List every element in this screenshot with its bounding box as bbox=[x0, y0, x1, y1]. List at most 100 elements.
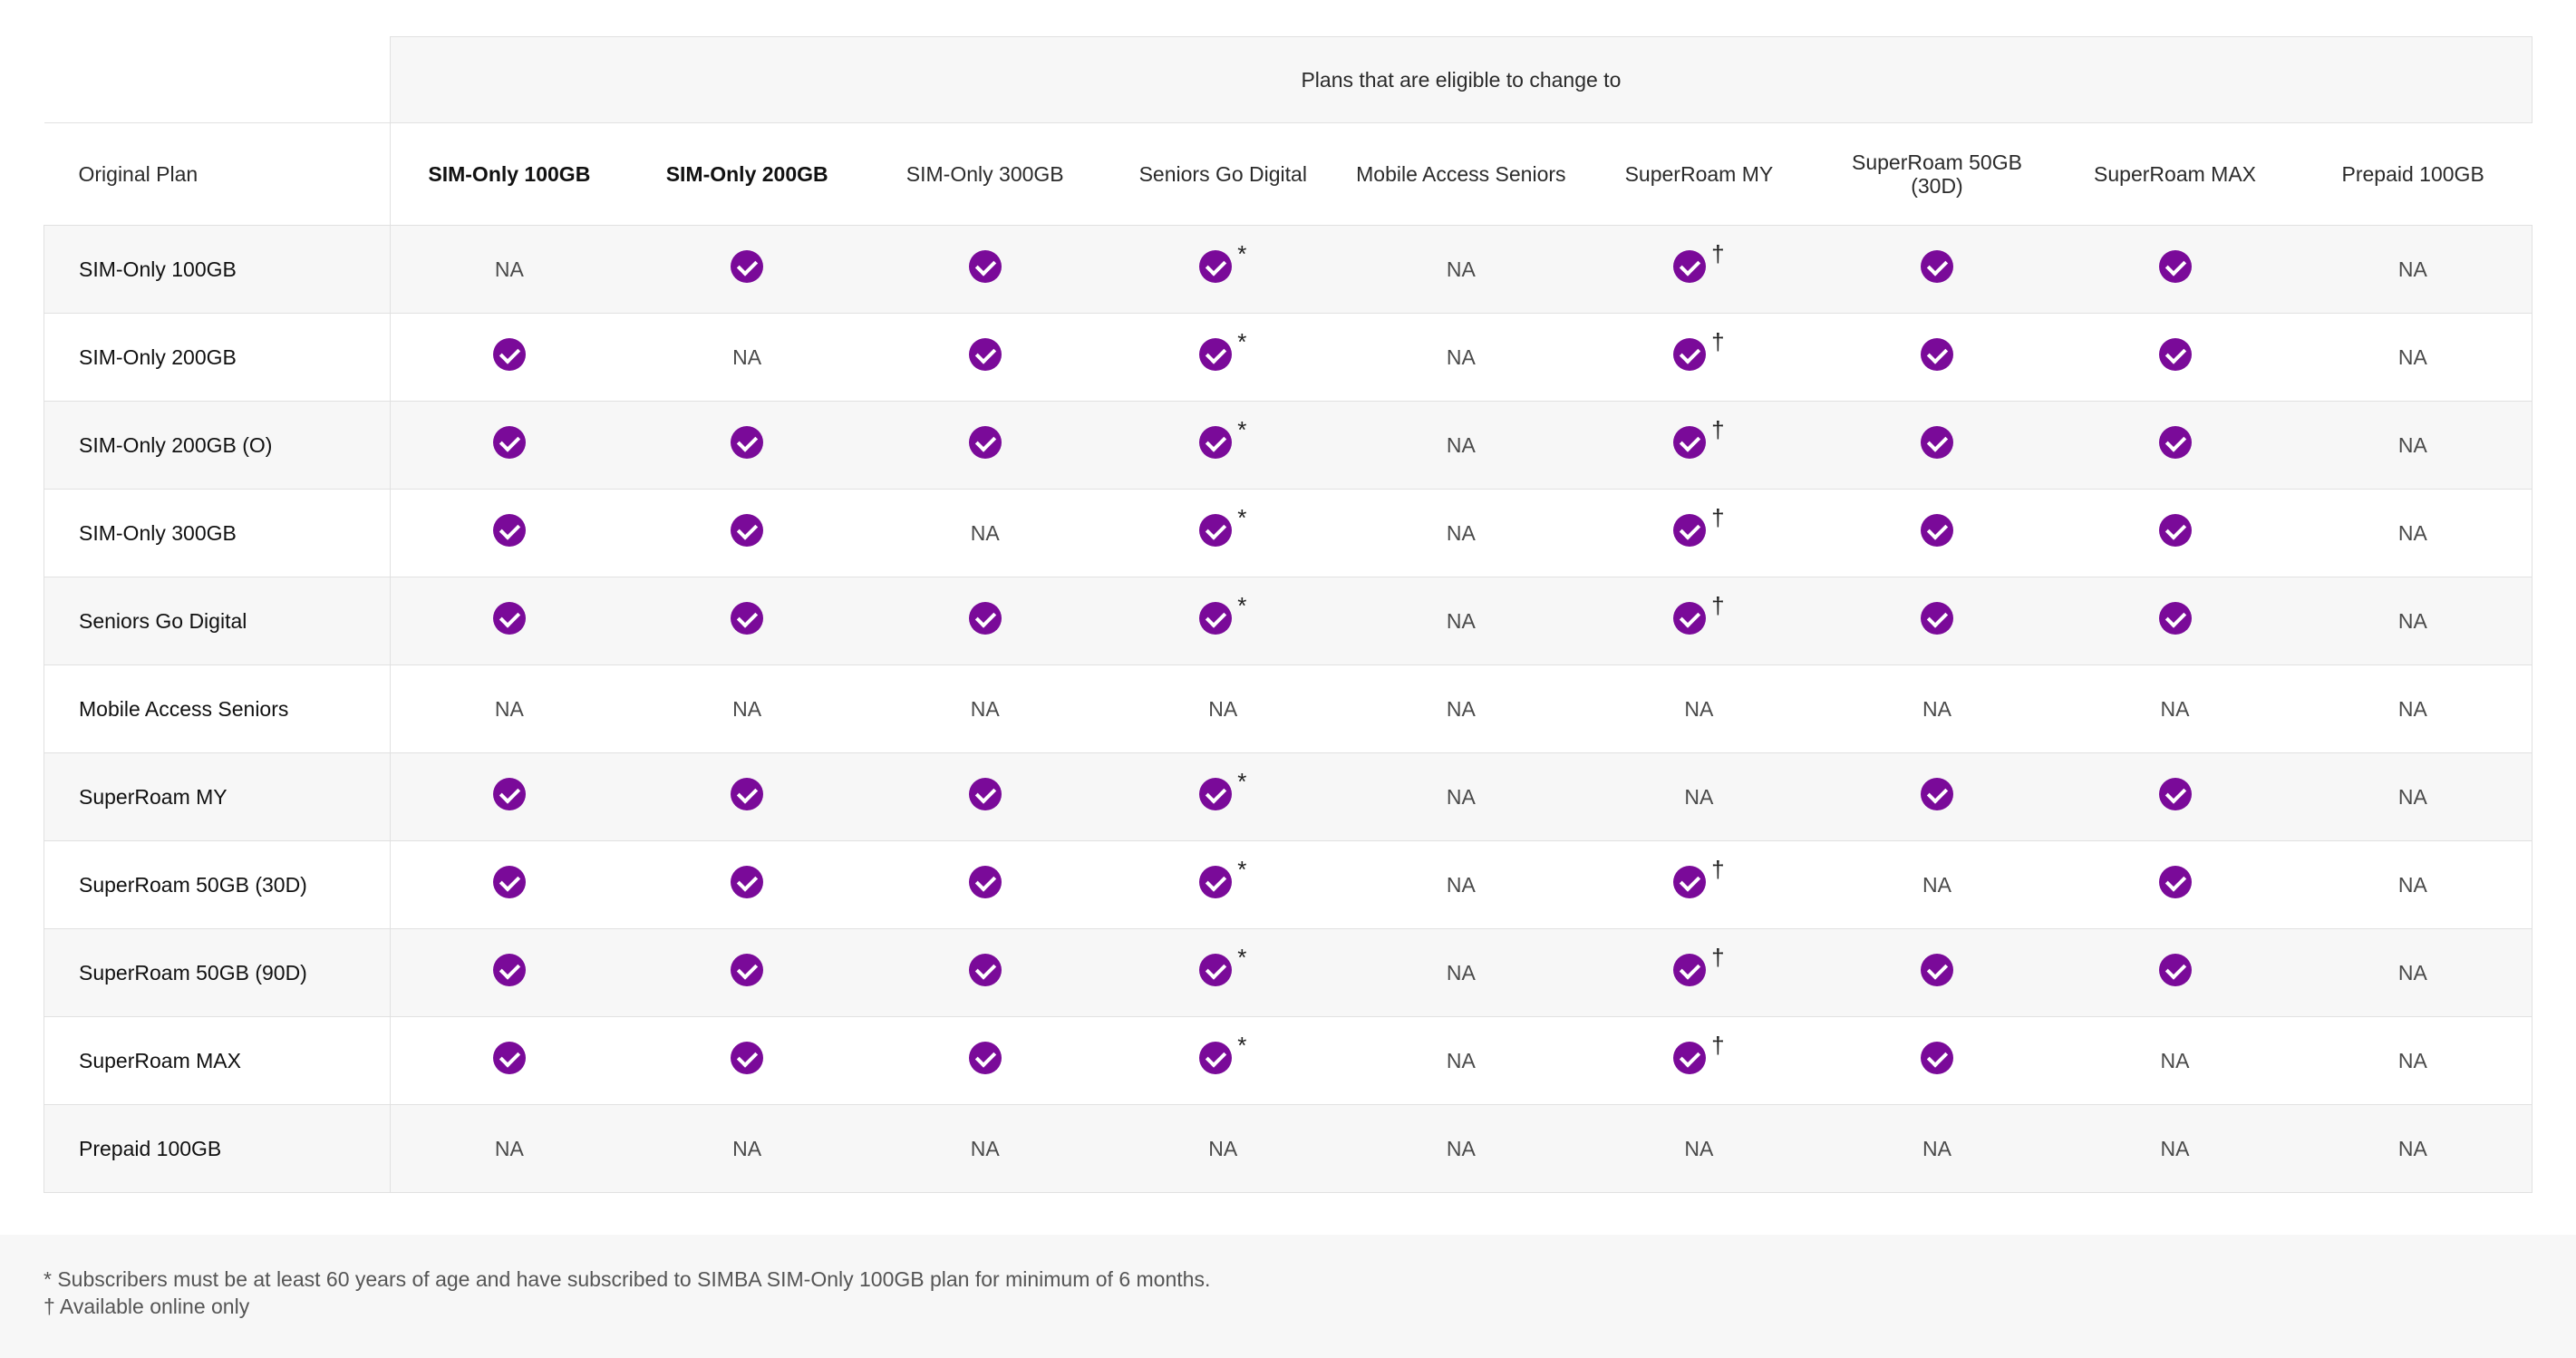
table-cell: NA bbox=[2293, 752, 2532, 841]
check-circle-icon bbox=[968, 426, 1002, 459]
table-cell bbox=[627, 225, 867, 314]
eligible-mark bbox=[1920, 338, 1953, 371]
table-cell: NA bbox=[1580, 1104, 1818, 1193]
dagger-mark: † bbox=[1711, 856, 1725, 883]
table-cell: NA bbox=[1341, 752, 1581, 841]
table-cell bbox=[1817, 577, 2057, 665]
not-available-text: NA bbox=[732, 1136, 762, 1160]
table-cell: * bbox=[1104, 752, 1342, 841]
table-cell: NA bbox=[1341, 840, 1581, 929]
table-cell: NA bbox=[2293, 664, 2532, 753]
not-available-text: NA bbox=[1684, 784, 1714, 809]
eligible-mark: † bbox=[1673, 418, 1725, 459]
table-cell: NA bbox=[1341, 401, 1581, 490]
table-cell: NA bbox=[1580, 752, 1818, 841]
eligible-mark bbox=[492, 426, 526, 459]
table-cell: NA bbox=[2056, 664, 2294, 753]
footnote-asterisk: * Subscribers must be at least 60 years … bbox=[44, 1267, 1211, 1291]
check-circle-icon bbox=[1920, 602, 1953, 635]
check-circle-icon bbox=[1199, 250, 1233, 283]
not-available-text: NA bbox=[2397, 344, 2427, 369]
check-circle-icon bbox=[1673, 426, 1707, 459]
not-available-text: NA bbox=[1446, 520, 1476, 545]
eligible-mark: * bbox=[1199, 506, 1246, 547]
not-available-text: NA bbox=[1446, 1048, 1476, 1072]
not-available-text: NA bbox=[1446, 784, 1476, 809]
not-available-text: NA bbox=[1922, 1136, 1951, 1160]
table-cell bbox=[390, 489, 628, 577]
not-available-text: NA bbox=[494, 1136, 524, 1160]
table-cell: NA bbox=[866, 489, 1104, 577]
table-cell: † bbox=[1580, 577, 1818, 665]
table-cell bbox=[866, 225, 1104, 314]
check-circle-icon bbox=[731, 602, 764, 635]
table-row: SuperRoam 50GB (90D) * NA † NA bbox=[44, 928, 2532, 1017]
asterisk-mark: * bbox=[1237, 944, 1247, 971]
group-header-spacer bbox=[44, 36, 391, 123]
table-cell bbox=[866, 840, 1104, 929]
asterisk-mark: * bbox=[1237, 592, 1247, 619]
table-cell: NA bbox=[1341, 664, 1581, 753]
eligible-mark: * bbox=[1199, 594, 1246, 635]
table-row: SIM-Only 100GB NA * NA † NA bbox=[44, 225, 2532, 314]
table-cell: * bbox=[1104, 1016, 1342, 1105]
table-cell bbox=[2056, 225, 2294, 314]
not-available-text: NA bbox=[1446, 960, 1476, 985]
check-circle-icon bbox=[731, 778, 764, 810]
table-cell: NA bbox=[390, 1104, 628, 1193]
dagger-mark: † bbox=[1711, 504, 1725, 531]
not-available-text: NA bbox=[1208, 1136, 1238, 1160]
check-circle-icon bbox=[1673, 1042, 1707, 1074]
check-circle-icon bbox=[492, 602, 526, 635]
table-row: SIM-Only 200GB (O) * NA † NA bbox=[44, 401, 2532, 490]
check-circle-icon bbox=[1673, 514, 1707, 547]
table-cell bbox=[390, 840, 628, 929]
eligible-mark bbox=[2158, 250, 2192, 283]
column-header: Prepaid 100GB bbox=[2293, 122, 2532, 226]
dagger-mark: † bbox=[1711, 328, 1725, 355]
not-available-text: NA bbox=[2397, 257, 2427, 281]
check-circle-icon bbox=[1199, 514, 1233, 547]
not-available-text: NA bbox=[1446, 432, 1476, 457]
table-cell bbox=[1817, 928, 2057, 1017]
check-circle-icon bbox=[1920, 954, 1953, 986]
table-cell bbox=[2056, 401, 2294, 490]
not-available-text: NA bbox=[732, 696, 762, 721]
eligible-mark: † bbox=[1673, 1033, 1725, 1074]
not-available-text: NA bbox=[2160, 1048, 2190, 1072]
table-cell: NA bbox=[2293, 928, 2532, 1017]
row-label: SIM-Only 100GB bbox=[44, 225, 391, 314]
eligible-mark bbox=[1920, 1042, 1953, 1074]
table-cell: † bbox=[1580, 401, 1818, 490]
eligible-mark bbox=[492, 1042, 526, 1074]
table-cell bbox=[1817, 752, 2057, 841]
table-cell: NA bbox=[2293, 225, 2532, 314]
check-circle-icon bbox=[1673, 602, 1707, 635]
eligible-mark bbox=[2158, 866, 2192, 898]
table-cell: NA bbox=[390, 225, 628, 314]
table-cell: NA bbox=[2056, 1016, 2294, 1105]
eligible-mark bbox=[492, 338, 526, 371]
eligible-mark: † bbox=[1673, 330, 1725, 371]
eligible-mark bbox=[968, 1042, 1002, 1074]
table-body: SIM-Only 100GB NA * NA † NA SIM-Only 200GB NA * N… bbox=[44, 225, 2532, 1193]
table-cell: * bbox=[1104, 577, 1342, 665]
check-circle-icon bbox=[1199, 866, 1233, 898]
not-available-text: NA bbox=[732, 344, 762, 369]
not-available-text: NA bbox=[1446, 696, 1476, 721]
table-cell: * bbox=[1104, 313, 1342, 402]
eligible-mark bbox=[492, 778, 526, 810]
table-cell: NA bbox=[1104, 1104, 1342, 1193]
table-row: Seniors Go Digital * NA † NA bbox=[44, 577, 2532, 665]
table-cell: NA bbox=[1817, 664, 2057, 753]
table-cell: * bbox=[1104, 840, 1342, 929]
table-cell bbox=[2056, 928, 2294, 1017]
check-circle-icon bbox=[492, 514, 526, 547]
eligible-mark bbox=[2158, 778, 2192, 810]
not-available-text: NA bbox=[2397, 1136, 2427, 1160]
table-cell bbox=[866, 1016, 1104, 1105]
dagger-mark: † bbox=[1711, 1032, 1725, 1059]
not-available-text: NA bbox=[2397, 872, 2427, 897]
not-available-text: NA bbox=[2397, 1048, 2427, 1072]
asterisk-mark: * bbox=[1237, 328, 1247, 355]
